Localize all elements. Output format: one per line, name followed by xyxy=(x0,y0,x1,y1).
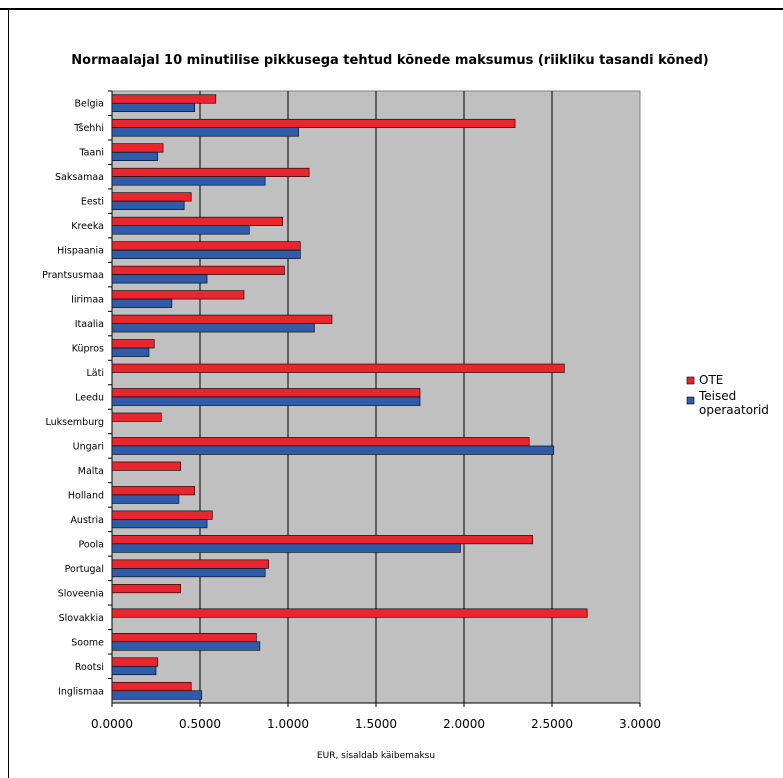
bar-teised-operaatorid xyxy=(111,494,180,504)
x-tick-label: 0.0000 xyxy=(91,717,133,731)
bar-teised-operaatorid xyxy=(111,274,208,284)
bar-ote xyxy=(111,363,565,373)
bar-ote xyxy=(111,681,192,692)
category-label: Poola xyxy=(79,539,104,550)
category-label: Austria xyxy=(70,515,104,526)
category-label: Belgia xyxy=(75,99,105,110)
bar-teised-operaatorid xyxy=(111,568,266,578)
x-axis-title: EUR, sisaldab käibemaksu xyxy=(317,751,435,761)
bar-teised-operaatorid xyxy=(111,690,203,700)
bar-ote xyxy=(111,461,181,471)
bar-teised-operaatorid xyxy=(111,445,555,455)
x-tick-label: 1.0000 xyxy=(267,717,309,731)
bar-teised-operaatorid xyxy=(111,665,157,676)
bar-teised-operaatorid xyxy=(111,298,173,308)
bar-teised-operaatorid xyxy=(111,225,250,235)
bar-teised-operaatorid xyxy=(111,396,421,406)
bar-ote xyxy=(111,608,588,618)
category-label: Ungari xyxy=(73,441,104,452)
x-tick-label: 2.5000 xyxy=(531,717,573,731)
legend-swatch xyxy=(686,376,695,385)
bar-ote xyxy=(111,339,155,349)
bar-teised-operaatorid xyxy=(111,323,315,333)
bar-ote xyxy=(111,94,217,104)
category-label: Portugal xyxy=(65,564,104,575)
bar-ote xyxy=(111,632,257,643)
category-label: Taani xyxy=(78,148,104,159)
x-tick-label: 2.0000 xyxy=(443,717,485,731)
frame-border-top xyxy=(0,8,783,10)
bar-ote xyxy=(111,412,162,422)
category-label: Soome xyxy=(71,637,104,648)
legend-label: OTE xyxy=(699,373,723,387)
bar-ote xyxy=(111,388,421,398)
bar-ote xyxy=(111,657,159,667)
category-label: Rootsi xyxy=(75,662,104,673)
category-label: Itaalia xyxy=(75,319,104,330)
category-label: Hispaania xyxy=(57,246,104,257)
bar-ote xyxy=(111,486,196,496)
bar-teised-operaatorid xyxy=(111,127,299,137)
category-label: Slovakkia xyxy=(59,613,104,624)
plot-area: 0.0000 0.5000 1.0000 1.5000 2.0000 2.5000 3.00… xyxy=(42,90,661,731)
bar-ote xyxy=(111,510,213,520)
bar-ote xyxy=(111,559,269,569)
bar-ote xyxy=(111,118,516,129)
bar-ote xyxy=(111,314,333,324)
bar-teised-operaatorid xyxy=(111,151,159,161)
bar-teised-operaatorid xyxy=(111,519,208,529)
category-label: Holland xyxy=(68,490,104,501)
category-label: Tšehhi xyxy=(73,123,104,134)
category-label: Malta xyxy=(78,466,104,477)
category-label: Läti xyxy=(87,368,104,379)
bar-teised-operaatorid xyxy=(111,176,266,186)
bar-teised-operaatorid xyxy=(111,543,461,553)
bar-ote xyxy=(111,265,285,275)
category-label: Prantsusmaa xyxy=(42,270,104,281)
x-tick-label: 1.5000 xyxy=(355,717,397,731)
legend-swatch xyxy=(686,396,695,405)
category-label: Kreeka xyxy=(71,221,104,232)
bar-ote xyxy=(111,584,181,594)
bar-ote xyxy=(111,241,301,251)
bar-ote xyxy=(111,167,310,177)
bar-teised-operaatorid xyxy=(111,641,261,651)
category-label: Eesti xyxy=(81,197,104,208)
bar-teised-operaatorid xyxy=(111,249,301,259)
category-label: Saksamaa xyxy=(55,172,104,183)
x-tick-label: 0.5000 xyxy=(179,717,221,731)
bar-ote xyxy=(111,535,533,545)
bar-teised-operaatorid xyxy=(111,200,185,210)
x-tick-label: 3.0000 xyxy=(619,717,661,731)
frame-border-left xyxy=(8,8,9,778)
bar-teised-operaatorid xyxy=(111,102,196,113)
bar-ote xyxy=(111,290,245,300)
category-label: Leedu xyxy=(75,393,104,404)
bar-ote xyxy=(111,437,530,447)
legend: OTE Teised operaatorid xyxy=(686,373,769,417)
category-label: Inglismaa xyxy=(58,686,104,697)
bar-teised-operaatorid xyxy=(111,347,150,357)
category-label: Küpros xyxy=(72,344,104,355)
bar-ote xyxy=(111,143,164,153)
chart-title: Normaalajal 10 minutilise pikkusega teht… xyxy=(71,53,708,68)
category-label: Luksemburg xyxy=(45,417,104,428)
category-label: Iirimaa xyxy=(71,295,104,306)
bar-ote xyxy=(111,192,192,202)
category-label: Sloveenia xyxy=(58,588,104,599)
bar-ote xyxy=(111,216,284,226)
legend-label: Teised operaatorid xyxy=(698,389,769,417)
